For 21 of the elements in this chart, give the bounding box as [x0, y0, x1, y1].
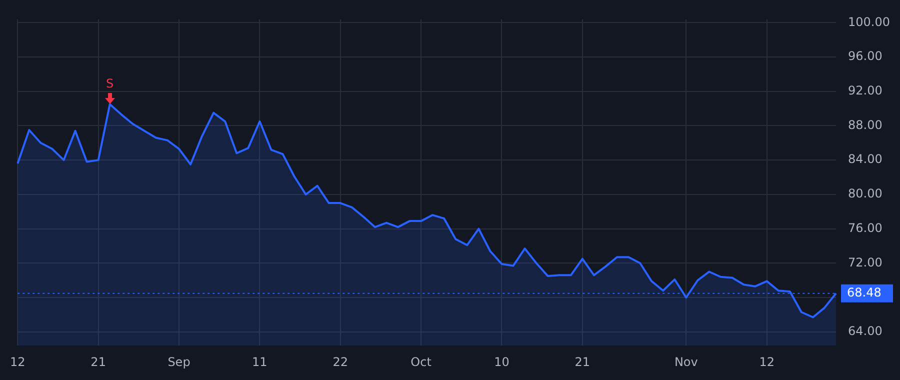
- y-tick-label: 84.00: [848, 152, 882, 166]
- y-tick-label: 88.00: [848, 118, 882, 132]
- y-tick-label: 72.00: [848, 255, 882, 270]
- x-tick-label: Sep: [168, 354, 190, 369]
- x-tick-label: 10: [494, 354, 510, 369]
- x-tick-label: Nov: [674, 354, 698, 369]
- y-tick-label: 64.00: [848, 324, 882, 338]
- y-tick-label: 100.00: [848, 14, 890, 29]
- x-tick-label: 21: [90, 354, 106, 369]
- x-tick-label: 21: [574, 354, 590, 369]
- x-tick-label: Oct: [410, 354, 432, 369]
- ref-line-label: 68.48: [847, 286, 882, 300]
- y-tick-label: 80.00: [848, 186, 882, 201]
- y-tick-label: 92.00: [848, 83, 882, 98]
- annotation: S: [106, 76, 114, 90]
- x-tick-label: 12: [759, 354, 774, 369]
- y-tick-label: 76.00: [848, 220, 882, 235]
- x-tick-label: 11: [252, 354, 268, 369]
- x-tick-label: 12: [10, 354, 26, 369]
- x-tick-label: 22: [332, 354, 348, 369]
- y-tick-label: 96.00: [848, 49, 882, 64]
